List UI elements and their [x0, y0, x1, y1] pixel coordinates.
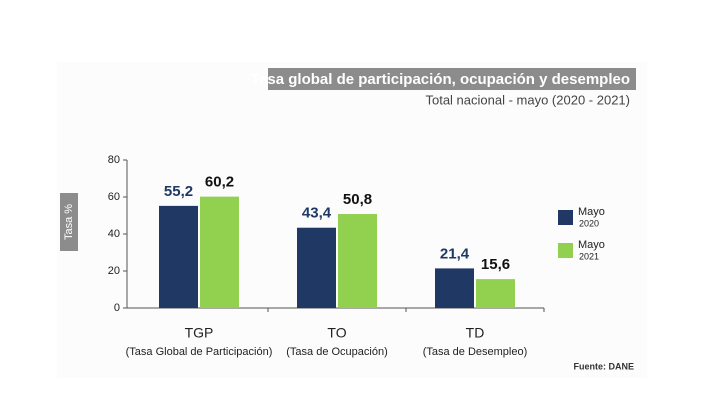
- legend-label-sub: 2020: [579, 218, 599, 228]
- legend-label: Mayo: [578, 239, 605, 251]
- bar: [159, 205, 198, 308]
- y-label-box: [60, 193, 78, 251]
- value-label: 50,8: [343, 191, 372, 208]
- legend-label: Mayo: [578, 206, 605, 218]
- value-label: 43,4: [302, 205, 332, 222]
- y-tick-label: 40: [108, 228, 120, 240]
- chart-title: Tasa global de participación, ocupación …: [251, 71, 630, 88]
- value-label: 60,2: [205, 174, 234, 191]
- legend-label-sub: 2021: [579, 251, 599, 261]
- y-tick-label: 80: [108, 154, 120, 166]
- bar: [297, 227, 336, 308]
- bar: [338, 214, 377, 308]
- bar: [435, 268, 474, 308]
- y-tick-label: 60: [108, 191, 120, 203]
- chart-subtitle: Total nacional - mayo (2020 - 2021): [425, 92, 630, 107]
- legend-swatch: [558, 243, 573, 258]
- legend-swatch: [558, 210, 573, 225]
- bar: [200, 196, 239, 308]
- bar: [476, 279, 515, 308]
- x-tick-description: (Tasa de Ocupación): [286, 346, 388, 358]
- source: Fuente: DANE: [574, 361, 635, 371]
- value-label: 15,6: [481, 256, 510, 273]
- x-tick-description: (Tasa Global de Participación): [126, 346, 273, 358]
- y-tick-label: 20: [108, 265, 120, 277]
- x-tick-label: TGP: [185, 325, 214, 341]
- x-tick-description: (Tasa de Desempleo): [423, 346, 528, 358]
- x-tick-label: TD: [466, 325, 485, 341]
- y-tick-label: 0: [114, 302, 120, 314]
- title-box: [268, 68, 636, 90]
- value-label: 21,4: [440, 245, 470, 262]
- x-tick-label: TO: [327, 325, 346, 341]
- y-axis-label: Tasa %: [63, 204, 75, 240]
- value-label: 55,2: [164, 183, 193, 200]
